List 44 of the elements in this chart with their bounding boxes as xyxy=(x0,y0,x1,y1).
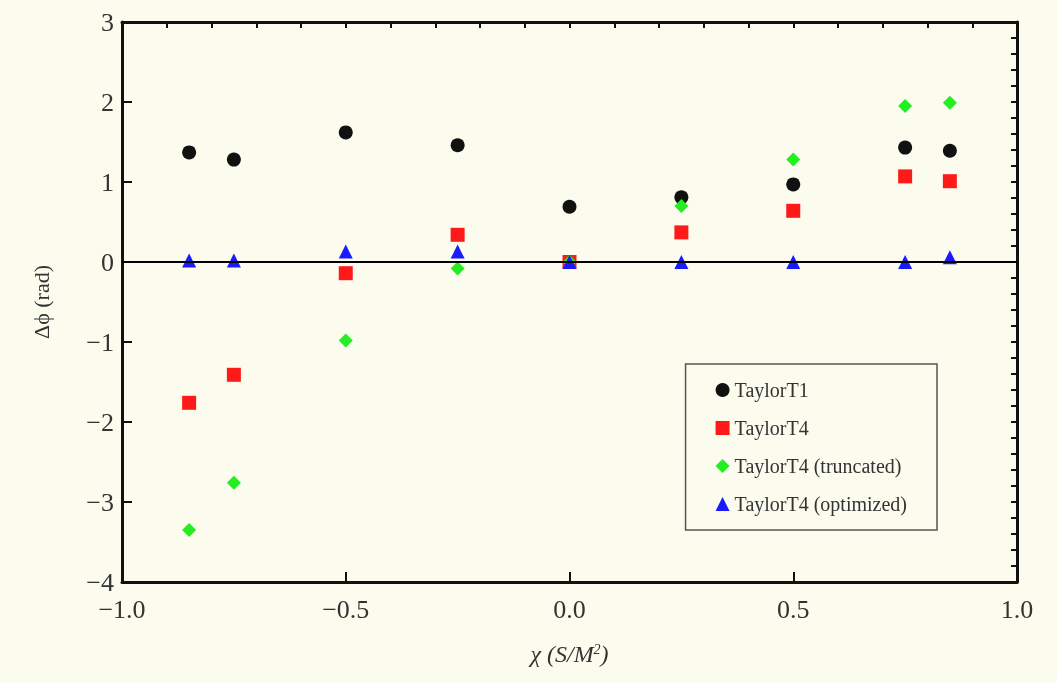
point xyxy=(338,266,353,281)
point xyxy=(450,244,465,259)
point xyxy=(182,145,197,160)
point xyxy=(338,333,353,348)
legend-label: TaylorT4 (optimized) xyxy=(734,493,908,516)
point xyxy=(942,174,957,189)
y-tick-label: −4 xyxy=(86,567,114,597)
y-tick-label: −1 xyxy=(86,327,114,357)
point xyxy=(898,99,913,113)
x-tick-label: 0.5 xyxy=(777,594,810,624)
y-tick-label: 2 xyxy=(101,87,114,117)
point xyxy=(338,244,353,259)
y-tick-label: 3 xyxy=(101,7,114,37)
point xyxy=(786,152,801,167)
point xyxy=(562,199,577,214)
point xyxy=(226,152,241,167)
point xyxy=(786,177,801,192)
point xyxy=(450,138,465,153)
point xyxy=(450,227,465,242)
point xyxy=(942,143,957,158)
point xyxy=(182,523,197,537)
point xyxy=(786,203,801,218)
point xyxy=(226,475,241,490)
legend-label: TaylorT4 (truncated) xyxy=(734,455,902,478)
point xyxy=(674,199,689,213)
point xyxy=(898,169,913,184)
point xyxy=(942,95,957,110)
y-axis-title: Δϕ (rad) xyxy=(28,265,54,339)
x-tick-label: 1.0 xyxy=(1000,594,1034,624)
point xyxy=(338,125,353,140)
point xyxy=(182,395,197,410)
x-tick-label: −0.5 xyxy=(322,594,370,624)
point xyxy=(450,261,465,276)
y-tick-label: 0 xyxy=(101,247,114,277)
x-tick-label: 0.0 xyxy=(553,594,586,624)
x-tick-label: −1.0 xyxy=(98,594,146,624)
y-tick-label: 1 xyxy=(101,167,114,197)
legend-label: TaylorT4 xyxy=(734,417,809,440)
y-tick-label: −3 xyxy=(86,487,114,517)
legend-label: TaylorT1 xyxy=(734,379,809,402)
point xyxy=(674,225,689,240)
y-tick-label: −2 xyxy=(86,407,114,437)
point xyxy=(898,140,913,155)
point xyxy=(226,367,241,382)
